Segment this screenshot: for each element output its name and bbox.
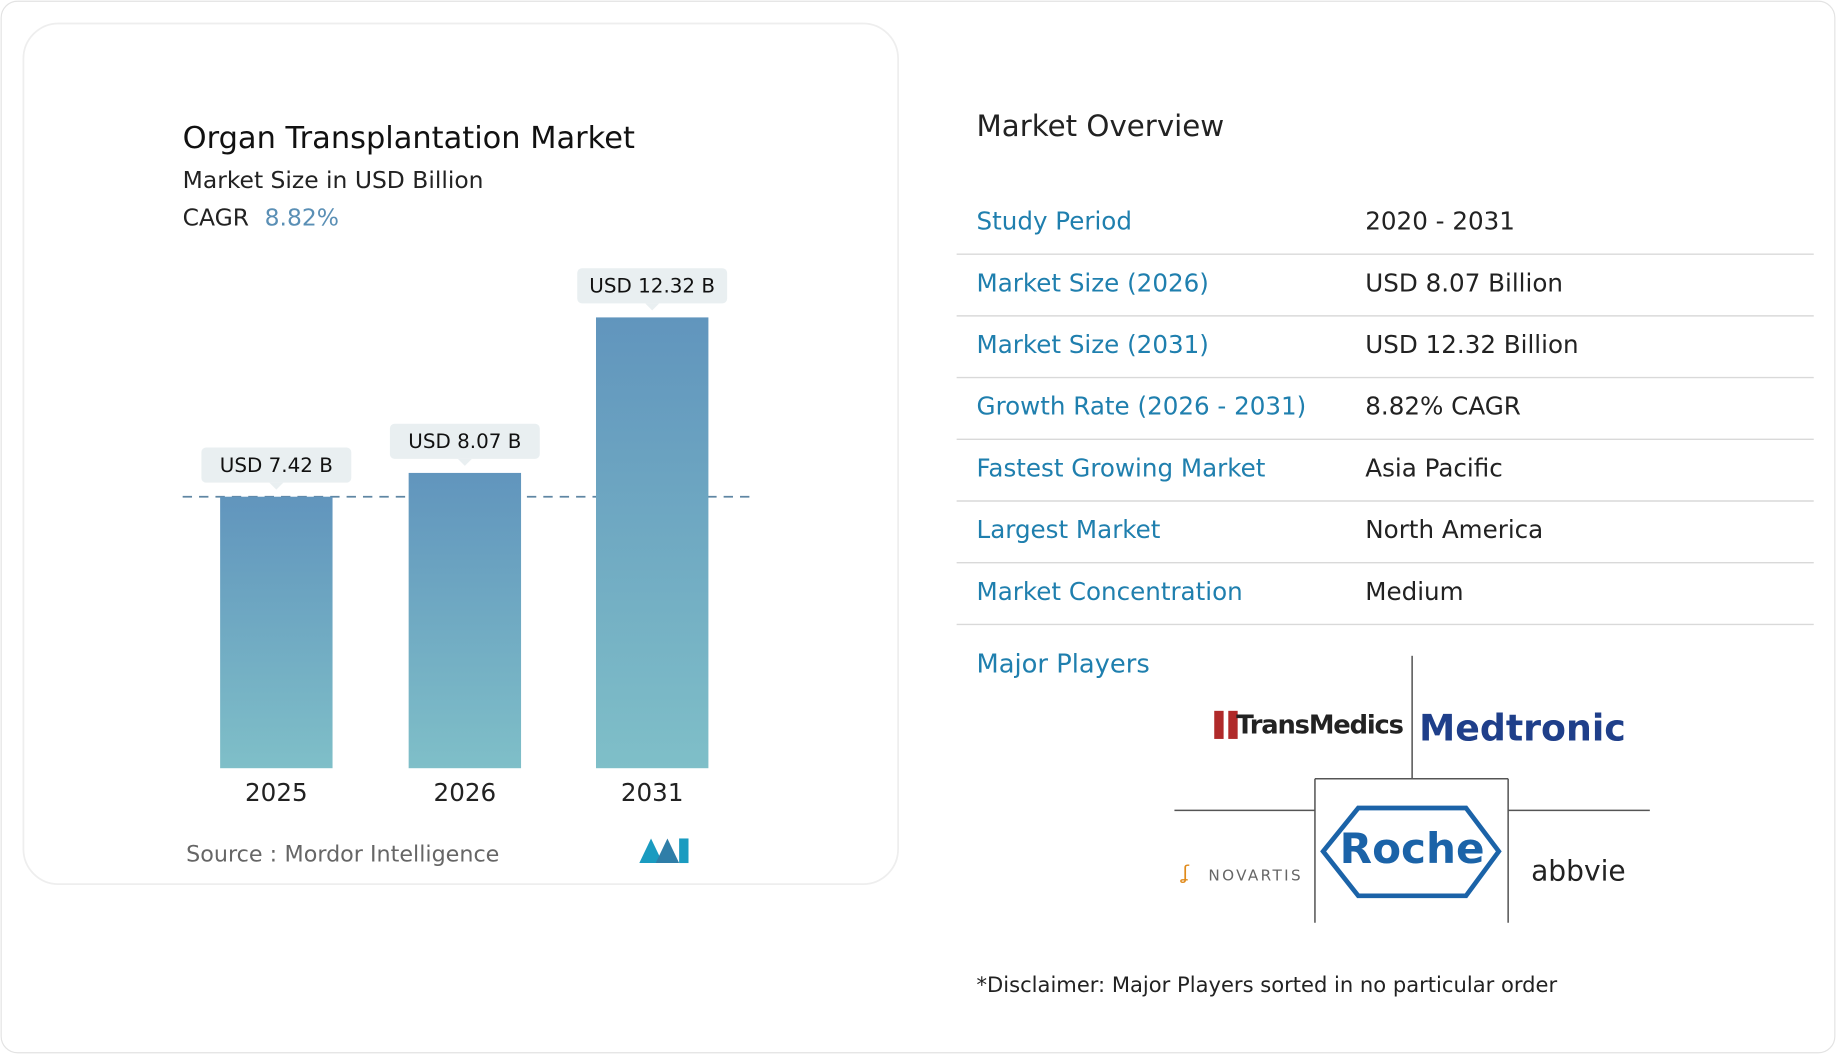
row-label: Market Size (2031): [977, 330, 1209, 359]
transmedics-icon: [1228, 710, 1238, 739]
row-value: Asia Pacific: [1365, 453, 1502, 482]
cagr-label: CAGR: [183, 204, 249, 232]
value-label: USD 8.07 B: [408, 430, 521, 453]
players-title: Major Players: [977, 650, 1150, 680]
row-label: Market Size (2026): [977, 268, 1209, 297]
source: Mordor Intelligence: [285, 841, 500, 867]
roche-hexagon: [1320, 805, 1502, 899]
chart-title: Organ Transplantation Market: [183, 121, 635, 156]
value-label-pointer: [457, 458, 472, 466]
value-label-box: [201, 447, 352, 483]
row-label: Fastest Growing Market: [977, 453, 1266, 482]
player-logo: Medtronic: [1419, 707, 1626, 750]
value-label-pointer: [645, 303, 660, 311]
value-label-box: [389, 423, 540, 459]
row-value: USD 12.32 Billion: [1365, 330, 1578, 359]
row-value: Medium: [1365, 577, 1463, 606]
value-label-pointer: [269, 482, 284, 490]
player-logo: TransMedics: [1236, 711, 1403, 741]
x-tick-label: 2026: [434, 778, 497, 807]
source-label: Source :: [186, 841, 277, 867]
player-logo: NOVARTIS: [1208, 866, 1303, 884]
disclaimer: *Disclaimer: Major Players sorted in no …: [977, 972, 1558, 997]
cagr-value: 8.82%: [265, 204, 339, 232]
row-label: Market Concentration: [977, 577, 1243, 606]
player-logo: abbvie: [1531, 854, 1626, 887]
player-logo: Roche: [1340, 824, 1485, 873]
row-value: USD 8.07 Billion: [1365, 268, 1563, 297]
value-label: USD 7.42 B: [220, 454, 333, 477]
overview-title: Market Overview: [977, 109, 1225, 143]
novartis-icon: ʆ: [1180, 863, 1190, 884]
row-label: Largest Market: [977, 515, 1161, 544]
bar: [220, 496, 333, 769]
x-tick-label: 2025: [245, 778, 308, 807]
value-label: USD 12.32 B: [589, 274, 715, 297]
row-label: Study Period: [977, 207, 1132, 236]
bar: [408, 472, 522, 769]
brand-logo: [639, 838, 689, 864]
row-value: 8.82% CAGR: [1365, 392, 1521, 421]
row-value: 2020 - 2031: [1365, 207, 1515, 236]
bar: [595, 317, 709, 769]
players-grid: [1174, 655, 1650, 923]
chart-subtitle: Market Size in USD Billion: [183, 166, 484, 194]
value-label-box: [577, 268, 728, 304]
row-label: Growth Rate (2026 - 2031): [977, 392, 1307, 421]
x-tick-label: 2031: [621, 778, 684, 807]
row-value: North America: [1365, 515, 1543, 544]
transmedics-icon: [1214, 710, 1224, 739]
